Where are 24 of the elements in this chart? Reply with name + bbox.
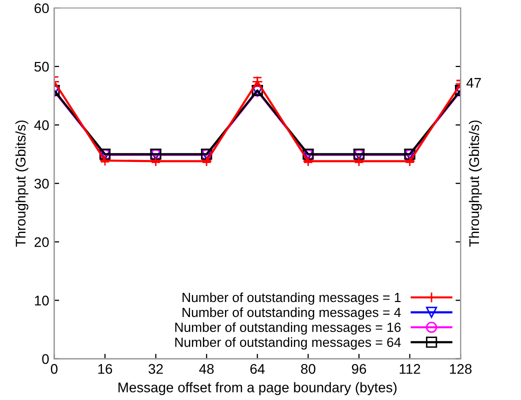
y-tick-label: 10 xyxy=(34,296,49,306)
x-tick-label: 16 xyxy=(98,364,112,374)
legend-label: Number of outstanding messages = 16 xyxy=(175,322,401,335)
x-tick-label: 96 xyxy=(352,364,366,374)
y-tick-label: 0 xyxy=(42,354,49,364)
y2-axis-title: Throughput (Gbits/s) xyxy=(468,120,482,247)
x-tick-label: 112 xyxy=(400,364,420,374)
x-tick-label: 80 xyxy=(301,364,316,374)
y-tick-label: 60 xyxy=(34,3,49,14)
x-tick-label: 128 xyxy=(450,364,472,374)
x-tick-label: 64 xyxy=(250,364,265,374)
y-axis-title: Throughput (Gbits/s) xyxy=(15,120,28,247)
x-tick-label: 48 xyxy=(199,364,214,374)
x-tick-label: 32 xyxy=(148,364,163,374)
legend-label: Number of outstanding messages = 4 xyxy=(182,307,401,320)
y-tick-label: 20 xyxy=(34,237,49,248)
legend-label: Number of outstanding messages = 1 xyxy=(182,292,401,305)
annotation: 47 xyxy=(466,78,481,88)
y-tick-label: 30 xyxy=(34,178,49,189)
y-tick-label: 40 xyxy=(34,120,49,130)
y-tick-label: 50 xyxy=(34,62,49,72)
legend-label: Number of outstanding messages = 64 xyxy=(175,337,401,350)
x-tick-label: 0 xyxy=(50,364,58,374)
x-axis-title: Message offset from a page boundary (bytes) xyxy=(118,382,397,396)
